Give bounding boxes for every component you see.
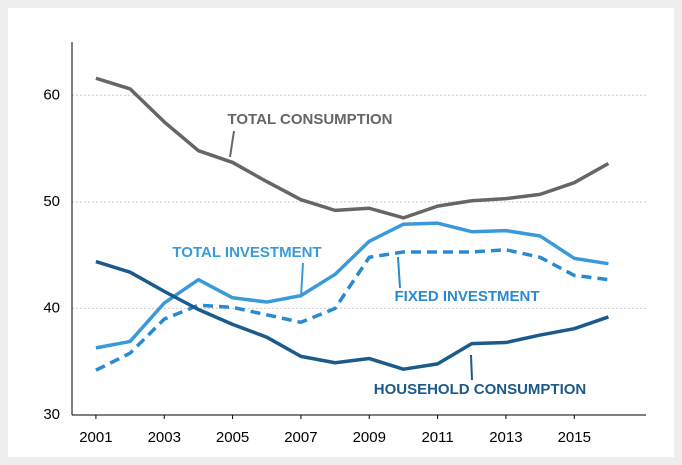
x-tick-label: 2005 bbox=[216, 429, 249, 446]
x-tick-label: 2007 bbox=[284, 429, 317, 446]
panel bbox=[8, 8, 674, 457]
y-tick-label: 50 bbox=[43, 193, 60, 210]
series-label: TOTAL INVESTMENT bbox=[172, 244, 321, 261]
leader-line bbox=[300, 262, 304, 297]
x-tick-label: 2009 bbox=[353, 429, 386, 446]
y-tick-label: 60 bbox=[43, 86, 60, 103]
series-line bbox=[95, 221, 609, 350]
x-tick-label: 2013 bbox=[489, 429, 522, 446]
series-line bbox=[95, 76, 610, 220]
leader-line bbox=[470, 354, 473, 381]
y-tick-label: 40 bbox=[43, 299, 60, 316]
leader-line bbox=[229, 130, 235, 158]
series-line bbox=[95, 248, 609, 372]
x-tick-label: 2015 bbox=[558, 429, 591, 446]
x-tick-label: 2011 bbox=[421, 429, 453, 446]
series-line bbox=[95, 259, 609, 371]
y-tick-label: 30 bbox=[43, 406, 60, 423]
leader-line bbox=[397, 256, 401, 289]
series-label: HOUSEHOLD CONSUMPTION bbox=[374, 381, 587, 398]
series-label: TOTAL CONSUMPTION bbox=[228, 111, 393, 128]
x-tick-label: 2003 bbox=[148, 429, 181, 446]
series-label: FIXED INVESTMENT bbox=[394, 288, 539, 305]
x-tick-label: 2001 bbox=[79, 429, 112, 446]
